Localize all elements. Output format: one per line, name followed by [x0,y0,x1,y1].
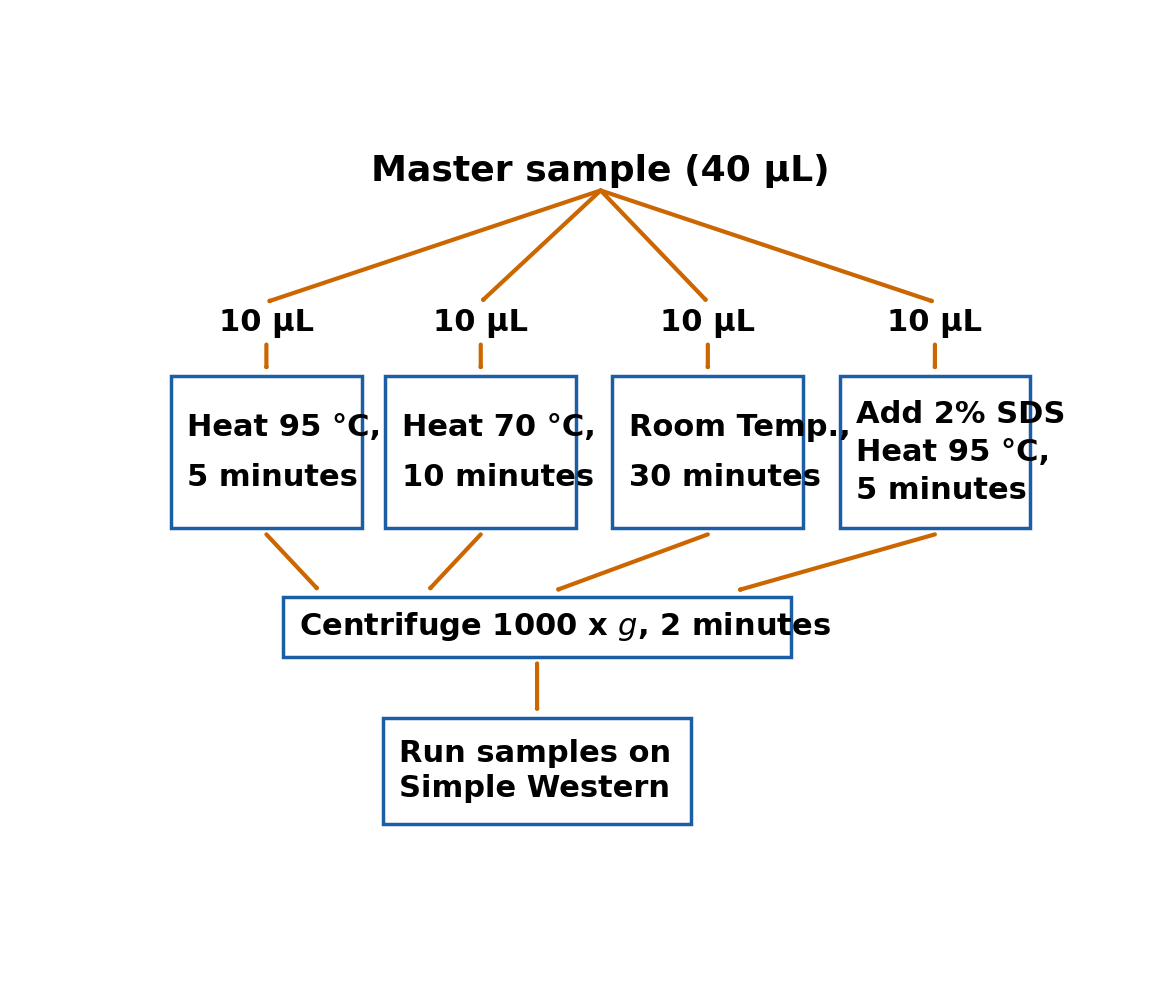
Text: Master sample (40 μL): Master sample (40 μL) [372,155,830,188]
FancyBboxPatch shape [386,377,577,528]
FancyBboxPatch shape [382,718,691,824]
FancyBboxPatch shape [839,377,1030,528]
Text: Heat 95 °C,: Heat 95 °C, [856,438,1050,467]
Text: 5 minutes: 5 minutes [188,463,359,492]
Text: Heat 95 °C,: Heat 95 °C, [188,412,382,442]
FancyBboxPatch shape [171,377,362,528]
Text: Centrifuge 1000 x $g$, 2 minutes: Centrifuge 1000 x $g$, 2 minutes [299,610,831,644]
Text: 10 μL: 10 μL [219,309,314,338]
Text: Add 2% SDS: Add 2% SDS [856,400,1065,429]
Text: 30 minutes: 30 minutes [629,463,820,492]
Text: Simple Western: Simple Western [398,774,670,804]
FancyBboxPatch shape [613,377,803,528]
Text: Run samples on: Run samples on [398,740,672,768]
Text: 10 μL: 10 μL [887,309,982,338]
Text: 10 minutes: 10 minutes [402,463,594,492]
Text: 10 μL: 10 μL [434,309,529,338]
Text: 10 μL: 10 μL [660,309,755,338]
Text: 5 minutes: 5 minutes [856,476,1027,505]
Text: Room Temp.,: Room Temp., [629,412,851,442]
Text: Heat 70 °C,: Heat 70 °C, [402,412,595,442]
FancyBboxPatch shape [282,597,791,658]
